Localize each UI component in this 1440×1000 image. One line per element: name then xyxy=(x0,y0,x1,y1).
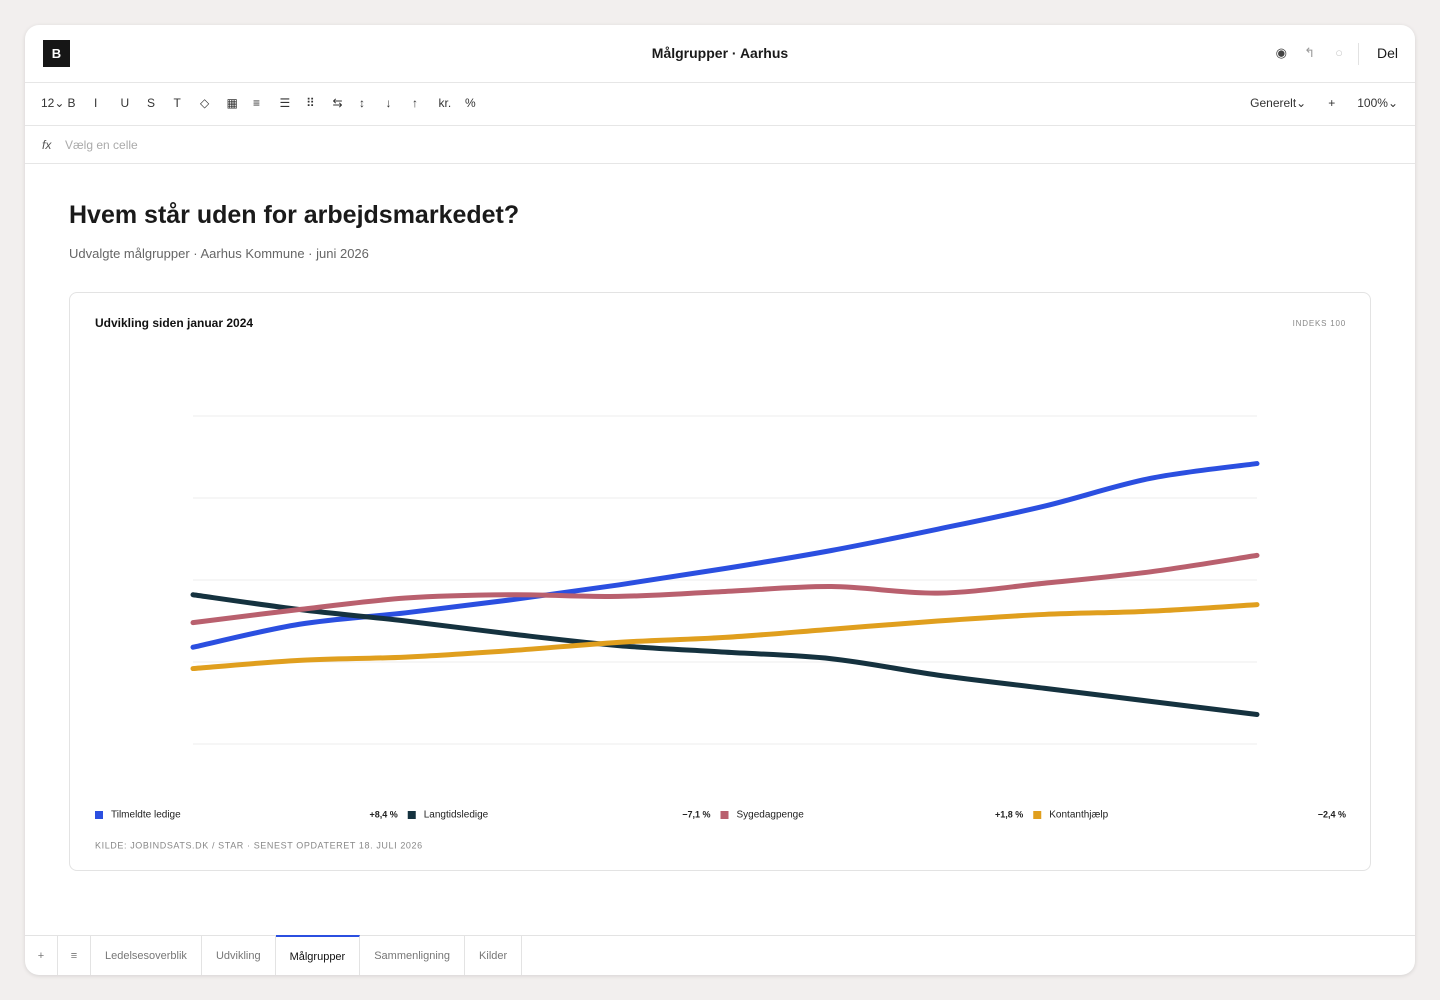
toolbar-button[interactable]: % xyxy=(465,96,476,110)
line-series xyxy=(190,461,1260,650)
page-heading: Hvem står uden for arbejdsmarkedet? xyxy=(69,201,520,229)
legend-swatch xyxy=(95,811,103,819)
toolbar-button[interactable]: ▦ xyxy=(226,96,238,110)
toolbar-button[interactable]: ↓ xyxy=(385,96,392,110)
sheet-tabs: + ≡ Ledelsesoverblik Udvikling Målgrupper Sam… xyxy=(25,935,1415,975)
redo-icon[interactable]: ○ xyxy=(1335,45,1343,60)
source-note: KILDE: JOBINDSATS.DK / STAR · SENEST OPD… xyxy=(95,840,423,850)
legend-label: Tilmeldte ledige xyxy=(111,810,181,821)
status-icon[interactable]: ◉ xyxy=(1275,45,1287,60)
toolbar-button[interactable]: kr. xyxy=(438,96,452,110)
toolbar-button[interactable]: T xyxy=(173,96,181,110)
toolbar: 12⌄ B I U S T ◇ ▦ ≡ ☰ ⠿ ⇆ ↕ ↓ ↑ kr.% Generelt⌄ +100%⌄ xyxy=(25,83,1415,126)
chart-card: Udvikling siden januar 2024 INDEKS 100 K… xyxy=(69,292,1371,871)
toolbar-button[interactable]: ⇆ xyxy=(332,96,343,110)
toolbar-button[interactable]: 12⌄ xyxy=(41,96,65,110)
toolbar-button[interactable]: ↕ xyxy=(359,96,365,110)
chart: Udvikling siden januar 2024 INDEKS 100 K… xyxy=(95,316,1346,850)
sheet-tab[interactable]: Udvikling xyxy=(202,936,276,975)
sheet-tab[interactable]: Målgrupper xyxy=(275,935,361,975)
toolbar-left: 12⌄ B I U S T ◇ ▦ ≡ ☰ ⠿ ⇆ ↕ ↓ ↑ kr.% xyxy=(41,96,492,110)
chart-title: Udvikling siden januar 2024 xyxy=(95,316,253,330)
logo[interactable]: B xyxy=(43,40,70,67)
page-subheading: Udvalgte målgrupper · Aarhus Kommune · j… xyxy=(69,246,369,261)
legend-swatch xyxy=(407,811,416,819)
legend-change: −2,4 % xyxy=(1318,809,1346,819)
formula-label: fx xyxy=(42,138,52,152)
sheet-tab[interactable]: Kilder xyxy=(465,936,523,975)
toolbar-button[interactable]: ☰ xyxy=(279,96,291,110)
line-series xyxy=(190,592,1260,717)
sheet-tab[interactable]: Ledelsesoverblik xyxy=(91,936,202,975)
legend-change: +8,4 % xyxy=(369,809,397,819)
document-title: Målgrupper · Aarhus xyxy=(651,45,789,61)
legend-swatch xyxy=(720,811,729,819)
tab-tool[interactable]: ≡ xyxy=(58,936,91,975)
toolbar-button[interactable]: ≡ xyxy=(253,96,261,110)
toolbar-button[interactable]: U xyxy=(120,96,130,110)
header: B Målgrupper · Aarhus ◉ ↰ ○ Del xyxy=(25,25,1415,83)
undo-icon[interactable]: ↰ xyxy=(1304,45,1315,60)
formula-input[interactable]: Vælg en celle xyxy=(65,138,138,152)
line-series xyxy=(190,552,1260,626)
toolbar-button[interactable]: S xyxy=(147,96,156,110)
legend-label: Sygedagpenge xyxy=(737,810,805,821)
sheet-tab[interactable]: Sammenligning xyxy=(360,936,466,975)
separator xyxy=(1358,43,1359,65)
tab-tool[interactable]: + xyxy=(25,936,58,975)
formula-bar: fx Vælg en celle xyxy=(25,126,1415,164)
toolbar-button[interactable]: I xyxy=(94,96,98,110)
legend-change: +1,8 % xyxy=(995,809,1023,819)
toolbar-button[interactable]: 100%⌄ xyxy=(1357,96,1398,110)
toolbar-right: Generelt⌄ +100%⌄ xyxy=(1250,96,1398,110)
legend-label: Langtidsledige xyxy=(424,810,489,821)
legend-label: Kontanthjælp xyxy=(1049,810,1108,821)
toolbar-button[interactable]: Generelt⌄ xyxy=(1250,96,1307,110)
legend-swatch xyxy=(1033,811,1042,819)
toolbar-button[interactable]: ◇ xyxy=(200,96,210,110)
legend-change: −7,1 % xyxy=(682,809,710,819)
toolbar-button[interactable]: ⠿ xyxy=(306,96,315,110)
share-button[interactable]: Del xyxy=(1376,45,1398,61)
toolbar-button[interactable]: B xyxy=(67,96,76,110)
line-series xyxy=(190,602,1260,672)
app-window: B Målgrupper · Aarhus ◉ ↰ ○ Del 12⌄ B I U S T… xyxy=(25,25,1415,975)
toolbar-button[interactable]: ↑ xyxy=(412,96,418,110)
toolbar-button[interactable]: + xyxy=(1328,96,1336,110)
unit-note: INDEKS 100 xyxy=(1293,319,1346,328)
